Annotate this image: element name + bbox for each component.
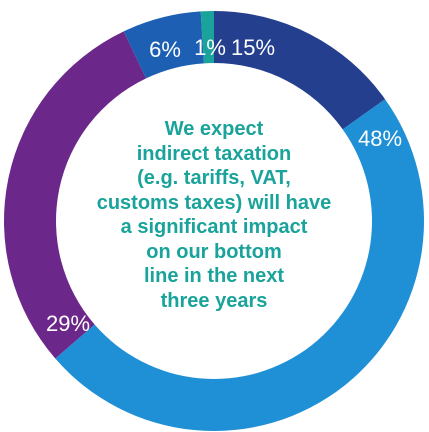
donut-slice-15 (214, 11, 386, 130)
center-statement-line: (e.g. tariffs, VAT, (137, 167, 291, 189)
donut-slice-6 (123, 11, 204, 79)
donut-slice-48 (55, 99, 425, 432)
center-statement-line: We expect (164, 118, 264, 140)
donut-slice-1 (200, 11, 214, 64)
slice-label-6: 6% (149, 37, 181, 62)
center-statement: We expect indirect taxation (e.g. tariff… (74, 117, 354, 313)
donut-slice-29 (3, 31, 147, 359)
donut-slice-labels: 15% 48% 29% 6% 1% (46, 35, 402, 336)
slice-label-1: 1% (194, 35, 226, 60)
slice-label-29: 29% (46, 311, 90, 336)
slice-label-15: 15% (231, 35, 275, 60)
slice-label-48: 48% (358, 126, 402, 151)
center-statement-line: line in the next (143, 265, 285, 287)
center-statement-line: indirect taxation (136, 142, 292, 165)
center-statement-line: on our bottom (146, 240, 282, 263)
donut-slices (3, 11, 425, 432)
center-statement-line: three years (160, 289, 268, 312)
center-statement-line: a significant impact (120, 216, 308, 238)
center-statement-line: customs taxes) will have (96, 191, 332, 214)
